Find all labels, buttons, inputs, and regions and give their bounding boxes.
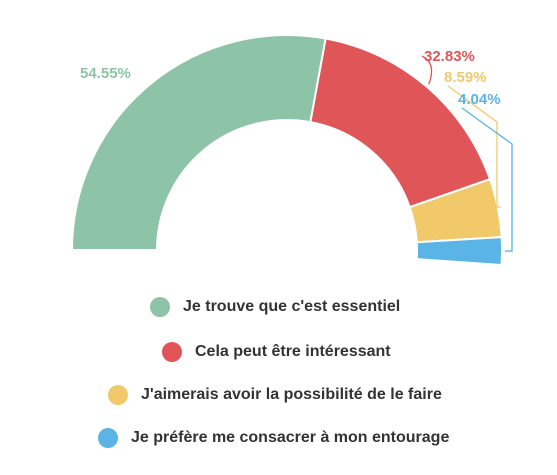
legend-item-essentiel[interactable]: Je trouve que c'est essentiel xyxy=(150,297,400,317)
legend-item-interessant[interactable]: Cela peut être intéressant xyxy=(162,342,391,362)
data-label-possibilite: 8.59% xyxy=(444,69,487,86)
data-label-entourage: 4.04% xyxy=(458,91,501,108)
slice-entourage[interactable] xyxy=(415,236,503,267)
legend-swatch xyxy=(150,297,170,317)
legend-label: Cela peut être intéressant xyxy=(195,343,391,360)
slice-essentiel[interactable] xyxy=(70,34,327,251)
legend-swatch xyxy=(162,342,182,362)
legend-label: Je trouve que c'est essentiel xyxy=(183,298,401,315)
legend-label: J'aimerais avoir la possibilité de le fa… xyxy=(141,386,442,403)
data-label-interessant: 32.83% xyxy=(424,48,475,65)
legend-item-entourage[interactable]: Je préfère me consacrer à mon entourage xyxy=(98,428,449,448)
data-label-essentiel: 54.55% xyxy=(80,65,131,82)
legend-swatch xyxy=(98,428,118,448)
connector-interessant xyxy=(421,55,433,85)
semi-donut-chart: 54.55% 32.83% 8.59% 4.04% xyxy=(70,34,513,267)
connector-entourage xyxy=(461,107,513,252)
legend-swatch xyxy=(108,385,128,405)
connector-possibilite xyxy=(447,85,501,208)
legend-label: Je préfère me consacrer à mon entourage xyxy=(131,429,450,446)
legend-item-possibilite[interactable]: J'aimerais avoir la possibilité de le fa… xyxy=(108,385,442,405)
